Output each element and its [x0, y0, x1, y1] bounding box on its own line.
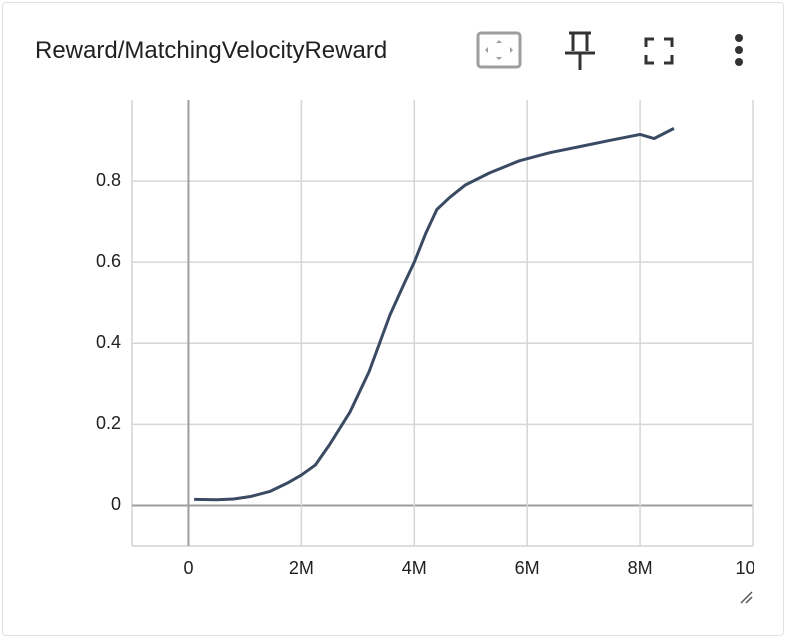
- fit-icon[interactable]: [476, 31, 522, 69]
- x-tick-label: 6M: [515, 558, 540, 578]
- x-tick-label: 0: [183, 558, 193, 578]
- data-line: [194, 127, 675, 502]
- pin-icon[interactable]: [565, 31, 595, 70]
- y-tick-label: 0.4: [96, 332, 121, 352]
- y-tick-label: 0.6: [96, 251, 121, 271]
- x-tick-label: 8M: [628, 558, 653, 578]
- x-tick-label: 4M: [402, 558, 427, 578]
- y-tick-label: 0.8: [96, 170, 121, 190]
- x-tick-label: 2M: [289, 558, 314, 578]
- fullscreen-icon[interactable]: [644, 37, 674, 65]
- x-tick-label: 10M: [735, 558, 770, 578]
- y-tick-label: 0.2: [96, 413, 121, 433]
- chart-title: Reward/MatchingVelocityReward: [35, 37, 388, 64]
- y-tick-label: 0: [111, 494, 121, 514]
- more-icon[interactable]: [735, 34, 743, 66]
